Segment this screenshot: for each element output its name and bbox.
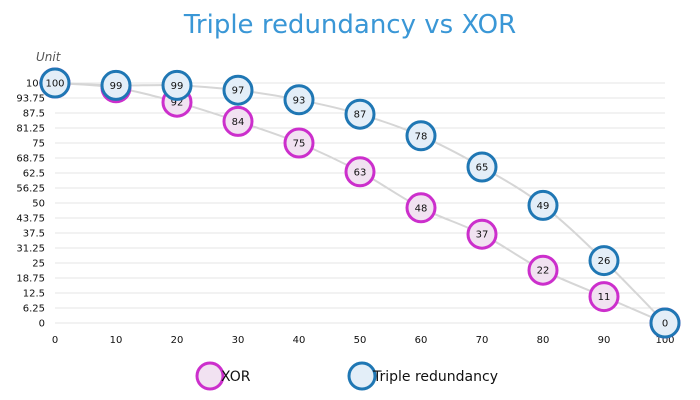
- x-tick-label: 100: [655, 335, 674, 346]
- data-label: 99: [110, 81, 123, 92]
- y-tick-label: 43.75: [16, 214, 45, 225]
- y-tick-label: 25: [32, 259, 45, 270]
- data-point: [161, 69, 193, 101]
- series-points-triple-redundancy: 100 99 99 97 93 87 78 65 49 26 0: [39, 67, 681, 339]
- x-tick-label: 10: [110, 335, 123, 346]
- data-point: [649, 307, 681, 339]
- x-tick-label: 30: [232, 335, 245, 346]
- data-point: [527, 189, 559, 221]
- data-point: [405, 120, 437, 152]
- y-tick-label: 12.5: [23, 289, 45, 300]
- data-point: [283, 127, 315, 159]
- y-tick-label: 75: [32, 139, 45, 150]
- x-tick-label: 40: [293, 335, 306, 346]
- data-label: 63: [354, 167, 367, 178]
- y-tick-label: 31.25: [16, 244, 45, 255]
- y-tick-label: 93.75: [16, 94, 45, 105]
- x-tick-label: 0: [52, 335, 58, 346]
- data-point: [588, 245, 620, 277]
- data-label: 48: [415, 203, 428, 214]
- data-point: [466, 218, 498, 250]
- y-tick-label: 81.25: [16, 124, 45, 135]
- data-point: [588, 281, 620, 313]
- y-tick-label: 6.25: [23, 304, 45, 315]
- x-tick-label: 90: [598, 335, 611, 346]
- data-label: 92: [171, 98, 184, 109]
- data-point: [344, 156, 376, 188]
- data-label: 87: [354, 110, 367, 121]
- data-label: 84: [232, 117, 245, 128]
- data-label: 0: [662, 319, 668, 330]
- data-label: 100: [45, 79, 64, 90]
- x-tick-label: 60: [415, 335, 428, 346]
- y-tick-label: 18.75: [16, 274, 45, 285]
- grid-lines: 0 6.25 12.5 18.75 25 31.25 37.5 43.75 50 56.25 62.…: [16, 79, 674, 347]
- data-point: [222, 105, 254, 137]
- data-point: [283, 84, 315, 116]
- legend-marker: [347, 361, 377, 391]
- data-point: [405, 192, 437, 224]
- legend-label: XOR: [221, 369, 251, 385]
- chart-title: Triple redundancy vs XOR: [183, 10, 517, 40]
- data-point: [39, 67, 71, 99]
- data-label: 93: [293, 95, 306, 106]
- legend-marker: [195, 361, 225, 391]
- data-label: 97: [232, 86, 245, 97]
- y-axis-label: Unit: [36, 50, 61, 64]
- data-point: [344, 98, 376, 130]
- y-tick-label: 62.5: [23, 169, 45, 180]
- data-label: 22: [537, 266, 550, 277]
- y-tick-label: 87.5: [23, 109, 45, 120]
- y-tick-label: 100: [26, 79, 45, 90]
- data-label: 49: [537, 201, 550, 212]
- data-label: 26: [598, 256, 611, 267]
- legend-item-triple-redundancy: Triple redundancy: [347, 361, 498, 391]
- legend-label: Triple redundancy: [372, 369, 498, 385]
- x-tick-label: 70: [476, 335, 489, 346]
- data-label: 75: [293, 139, 306, 150]
- y-tick-label: 68.75: [16, 154, 45, 165]
- data-point: [222, 74, 254, 106]
- data-point: [100, 69, 132, 101]
- data-label: 65: [476, 163, 489, 174]
- x-tick-label: 20: [171, 335, 184, 346]
- data-label: 99: [171, 81, 184, 92]
- data-point: [527, 254, 559, 286]
- y-tick-label: 37.5: [23, 229, 45, 240]
- legend-item-xor: XOR: [195, 361, 251, 391]
- y-tick-label: 50: [32, 199, 45, 210]
- data-point: [466, 151, 498, 183]
- x-tick-label: 50: [354, 335, 367, 346]
- x-tick-label: 80: [537, 335, 550, 346]
- data-label: 78: [415, 131, 428, 142]
- y-tick-label: 56.25: [16, 184, 45, 195]
- data-label: 37: [476, 230, 489, 241]
- legend: XOR Triple redundancy: [195, 361, 498, 391]
- data-label: 11: [598, 292, 611, 303]
- y-tick-label: 0: [39, 319, 45, 330]
